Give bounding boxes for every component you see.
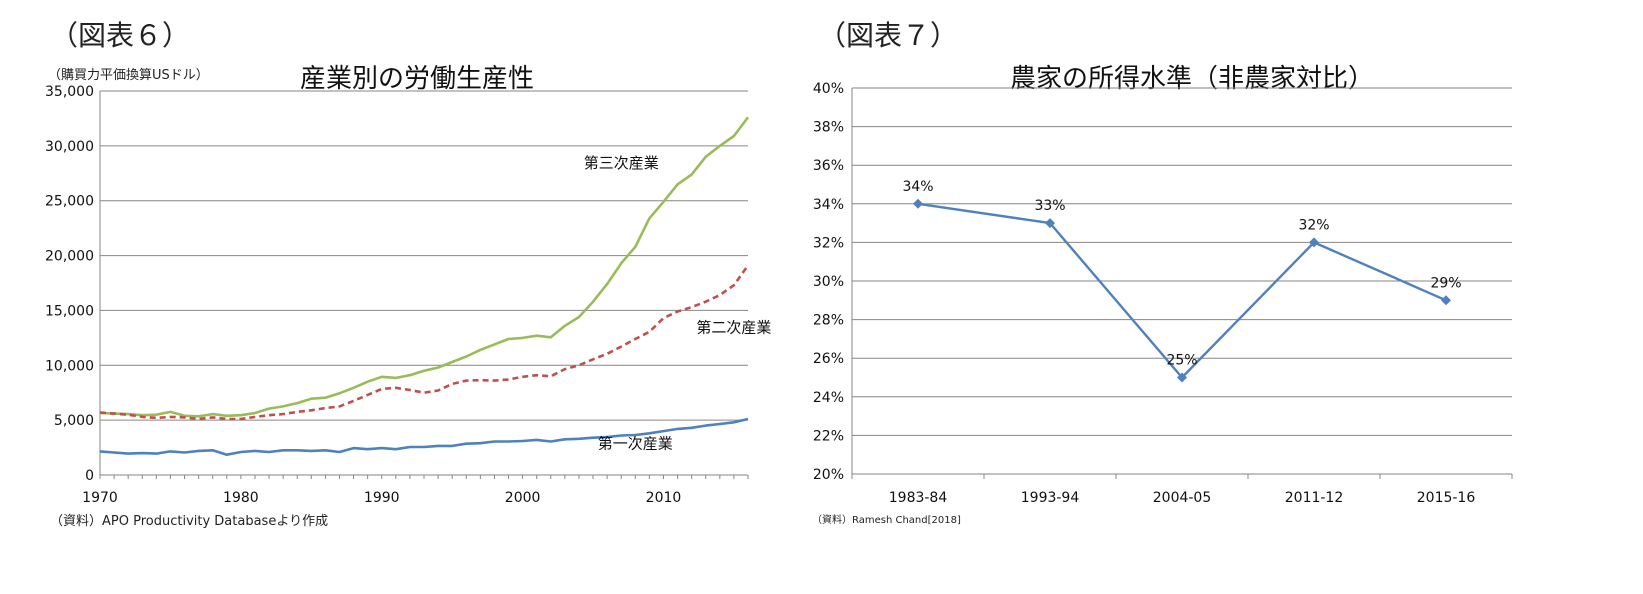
x-tick-label: 2015-16 xyxy=(1417,490,1476,506)
data-point-marker xyxy=(913,198,923,209)
chart-6-title: 産業別の労働生産性 xyxy=(300,64,535,94)
x-tick-label: 1980 xyxy=(223,490,259,506)
data-label: 29% xyxy=(1430,275,1461,291)
x-tick-label: 2011-12 xyxy=(1285,490,1344,506)
y-tick-label: 36% xyxy=(813,158,844,174)
chart-6-source: （資料）APO Productivity Databaseより作成 xyxy=(50,514,329,529)
y-tick-label: 24% xyxy=(813,390,844,406)
series-line-0 xyxy=(99,116,750,418)
y-tick-label: 40% xyxy=(813,81,844,97)
y-tick-label: 10,000 xyxy=(45,358,94,374)
data-label: 34% xyxy=(902,179,933,195)
y-tick-label: 20% xyxy=(813,467,844,483)
data-label: 32% xyxy=(1298,217,1329,233)
y-tick-label: 15,000 xyxy=(45,303,94,319)
chart-6-unit-label: （購買力平価換算USドル） xyxy=(48,68,209,83)
chart-7-title: 農家の所得水準（非農家対比） xyxy=(1010,64,1375,94)
y-tick-label: 30,000 xyxy=(45,139,94,155)
y-tick-label: 35,000 xyxy=(45,84,94,100)
y-tick-label: 25,000 xyxy=(45,194,94,210)
y-tick-label: 34% xyxy=(813,197,844,213)
y-tick-label: 38% xyxy=(813,120,844,136)
series-line xyxy=(917,202,1447,379)
y-tick-label: 20,000 xyxy=(45,249,94,265)
data-point-marker xyxy=(1045,218,1055,229)
chart-7-source: （資料）Ramesh Chand[2018] xyxy=(812,515,961,526)
data-label: 25% xyxy=(1166,353,1197,369)
y-tick-label: 28% xyxy=(813,313,844,329)
y-tick-label: 32% xyxy=(813,235,844,251)
y-tick-label: 22% xyxy=(813,428,844,444)
y-tick-label: 0 xyxy=(85,468,94,484)
figure-7-label: （図表７） xyxy=(818,19,959,52)
y-tick-label: 5,000 xyxy=(54,413,94,429)
y-tick-label: 30% xyxy=(813,274,844,290)
x-tick-label: 1983-84 xyxy=(889,490,948,506)
figure-6-label: （図表６） xyxy=(50,19,191,52)
data-point-marker xyxy=(1309,237,1319,248)
x-tick-label: 2000 xyxy=(505,490,541,506)
data-label: 33% xyxy=(1034,198,1065,214)
y-tick-label: 26% xyxy=(813,351,844,367)
x-tick-label: 1990 xyxy=(364,490,400,506)
series-label-1: 第二次産業 xyxy=(696,318,771,336)
x-tick-label: 2010 xyxy=(646,490,682,506)
x-tick-label: 1993-94 xyxy=(1021,490,1080,506)
data-point-marker xyxy=(1177,372,1187,383)
series-label-2: 第一次産業 xyxy=(598,435,673,453)
x-tick-label: 1970 xyxy=(82,490,118,506)
series-label-0: 第三次産業 xyxy=(584,154,659,172)
data-point-marker xyxy=(1441,295,1451,306)
series-line-2 xyxy=(99,417,749,457)
x-tick-label: 2004-05 xyxy=(1153,490,1212,506)
